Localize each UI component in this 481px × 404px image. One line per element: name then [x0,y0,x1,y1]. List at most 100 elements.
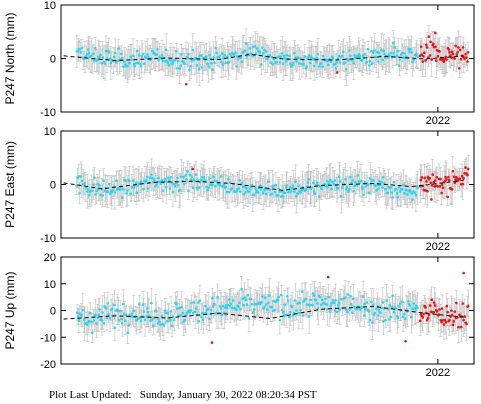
daily-point [106,302,110,305]
daily-point [301,314,305,317]
daily-point [261,295,264,298]
daily-point [346,293,350,296]
daily-point [398,58,402,61]
daily-point [286,299,290,302]
daily-point [121,196,124,199]
daily-point [344,178,347,181]
daily-point [263,48,266,52]
daily-point [337,54,341,58]
daily-point [87,319,91,323]
daily-point [277,55,281,58]
daily-point [324,184,328,187]
daily-point [157,176,160,180]
daily-point [281,310,285,314]
daily-point [352,61,355,65]
daily-point [102,321,106,325]
daily-point [356,173,359,177]
daily-point [360,59,364,62]
daily-point [181,311,184,315]
daily-point [251,45,255,49]
daily-point [375,56,378,59]
daily-point [362,193,366,196]
daily-point [218,54,222,58]
daily-point [238,178,241,182]
daily-point [308,303,312,307]
daily-point [208,53,211,57]
rapid-point [428,304,432,307]
daily-point [376,60,380,63]
daily-point [161,189,165,193]
daily-point [122,60,126,64]
daily-point [238,301,241,305]
daily-point [273,308,277,312]
rapid-point [447,48,451,51]
daily-point [96,316,99,319]
daily-point [208,317,211,321]
daily-point [377,308,381,312]
daily-point [128,61,131,65]
daily-point [310,186,314,190]
daily-point [202,176,206,179]
daily-point [404,188,408,192]
y-tick-label: 20 [44,252,56,264]
rapid-point [450,313,454,317]
daily-point [198,299,202,303]
daily-point [371,303,375,306]
daily-point [403,52,406,55]
daily-point [315,60,318,64]
daily-point [308,61,312,65]
daily-point [101,311,104,314]
daily-point [316,302,319,305]
daily-point [120,321,124,325]
daily-point [353,184,356,188]
daily-point [338,180,342,183]
daily-point [130,186,134,189]
daily-point [375,188,378,192]
daily-point [342,50,345,54]
plot-area [63,271,470,344]
daily-point [276,298,280,302]
rapid-point [460,325,463,329]
daily-point [377,187,380,190]
rapid-point [440,183,444,186]
daily-point [243,185,246,189]
outlier-point [462,271,465,275]
daily-point [261,191,265,195]
rapid-point [456,50,459,54]
daily-point [270,305,274,309]
daily-point [284,60,288,63]
daily-point [106,190,110,193]
daily-point [349,294,352,298]
daily-point [413,306,417,310]
rapid-point [453,57,457,60]
daily-point [291,184,295,188]
daily-point [392,180,396,184]
rapid-point [455,301,458,305]
rapid-point [435,175,439,179]
daily-point [86,188,90,191]
daily-point [248,47,252,50]
daily-point [134,181,138,185]
daily-point [299,191,302,194]
daily-point [237,187,240,190]
daily-point [197,320,201,323]
daily-point [241,297,244,301]
daily-point [228,52,232,56]
daily-point [110,307,114,311]
daily-point [382,175,385,179]
daily-point [302,62,306,66]
daily-point [190,175,194,178]
daily-point [233,53,236,56]
daily-point [265,57,269,61]
rapid-point [426,316,430,320]
outlier-point [335,71,339,74]
daily-point [166,61,170,65]
daily-point [160,53,164,57]
daily-point [413,191,417,195]
daily-point [254,187,257,190]
daily-point [100,61,104,65]
daily-point [85,53,89,56]
error-bars [75,154,470,214]
daily-point [236,58,240,61]
rapid-point [436,185,440,188]
